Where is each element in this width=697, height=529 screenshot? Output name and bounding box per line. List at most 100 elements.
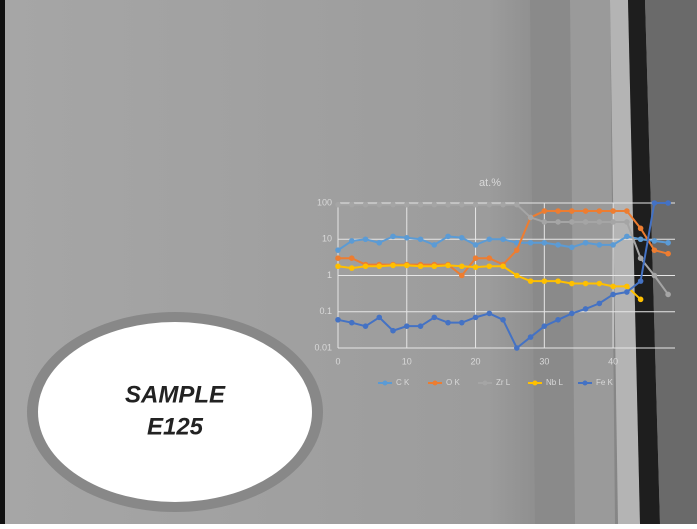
layer: [570, 0, 615, 524]
point: [652, 273, 658, 279]
point: [638, 226, 644, 232]
point: [473, 264, 479, 270]
point: [445, 234, 451, 240]
point: [652, 200, 658, 206]
point: [418, 263, 424, 269]
point: [459, 273, 465, 279]
point: [652, 247, 658, 253]
point: [376, 263, 382, 269]
point: [487, 311, 493, 317]
point: [665, 292, 671, 298]
point: [431, 315, 437, 321]
point: [624, 234, 630, 240]
point: [459, 320, 465, 326]
point: [514, 273, 520, 279]
point: [487, 236, 493, 242]
point: [597, 219, 603, 225]
point: [555, 219, 561, 225]
point: [418, 236, 424, 242]
point: [555, 242, 561, 248]
legend-label: Fe K: [596, 378, 614, 387]
point: [404, 202, 410, 208]
point: [514, 202, 520, 208]
y-tick-label: 100: [317, 197, 332, 207]
sample-text: SAMPLE: [125, 381, 226, 408]
point: [610, 242, 616, 248]
point: [638, 297, 644, 303]
point: [665, 240, 671, 246]
point: [569, 311, 575, 317]
point: [555, 208, 561, 214]
point: [418, 202, 424, 208]
point: [542, 278, 548, 284]
point: [335, 202, 341, 208]
point: [335, 247, 341, 253]
point: [363, 202, 369, 208]
legend-swatch: [433, 381, 438, 386]
point: [597, 208, 603, 214]
point: [610, 292, 616, 298]
point: [542, 240, 548, 246]
point: [624, 284, 630, 290]
point: [528, 334, 534, 340]
x-tick-label: 40: [608, 356, 618, 366]
point: [652, 238, 658, 244]
y-tick-label: 0.1: [319, 306, 332, 316]
point: [473, 315, 479, 321]
point: [500, 263, 506, 269]
point: [349, 265, 355, 271]
point: [404, 323, 410, 329]
point: [597, 242, 603, 248]
point: [473, 255, 479, 261]
point: [528, 240, 534, 246]
point: [376, 240, 382, 246]
point: [528, 215, 534, 221]
point: [431, 242, 437, 248]
legend-label: C K: [396, 378, 410, 387]
point: [638, 255, 644, 261]
point: [583, 208, 589, 214]
point: [610, 219, 616, 225]
point: [542, 219, 548, 225]
point: [500, 317, 506, 323]
point: [404, 235, 410, 241]
point: [390, 328, 396, 334]
chart-title: at.%: [479, 177, 501, 189]
point: [528, 278, 534, 284]
point: [445, 202, 451, 208]
x-tick-label: 10: [402, 356, 412, 366]
point: [349, 238, 355, 244]
point: [624, 219, 630, 225]
legend-swatch: [483, 381, 488, 386]
point: [459, 235, 465, 241]
point: [583, 306, 589, 312]
point: [624, 208, 630, 214]
point: [610, 284, 616, 290]
point: [597, 301, 603, 307]
point: [418, 323, 424, 329]
point: [445, 263, 451, 269]
point: [445, 320, 451, 326]
point: [431, 263, 437, 269]
left-border: [0, 0, 5, 524]
layer: [530, 0, 575, 524]
point: [487, 255, 493, 261]
point: [569, 219, 575, 225]
point: [349, 255, 355, 261]
point: [597, 281, 603, 287]
point: [542, 208, 548, 214]
point: [569, 244, 575, 250]
point: [514, 247, 520, 253]
point: [349, 202, 355, 208]
point: [514, 345, 520, 351]
point: [665, 200, 671, 206]
y-tick-label: 10: [322, 234, 332, 244]
sample-text: E125: [147, 413, 204, 440]
page: SAMPLE E125 at.% 0.010.1110100010203040C…: [0, 0, 697, 524]
legend-label: Nb L: [546, 378, 563, 387]
point: [404, 263, 410, 269]
label-ellipse: [38, 322, 312, 502]
point: [624, 289, 630, 295]
point: [390, 234, 396, 240]
point: [487, 202, 493, 208]
